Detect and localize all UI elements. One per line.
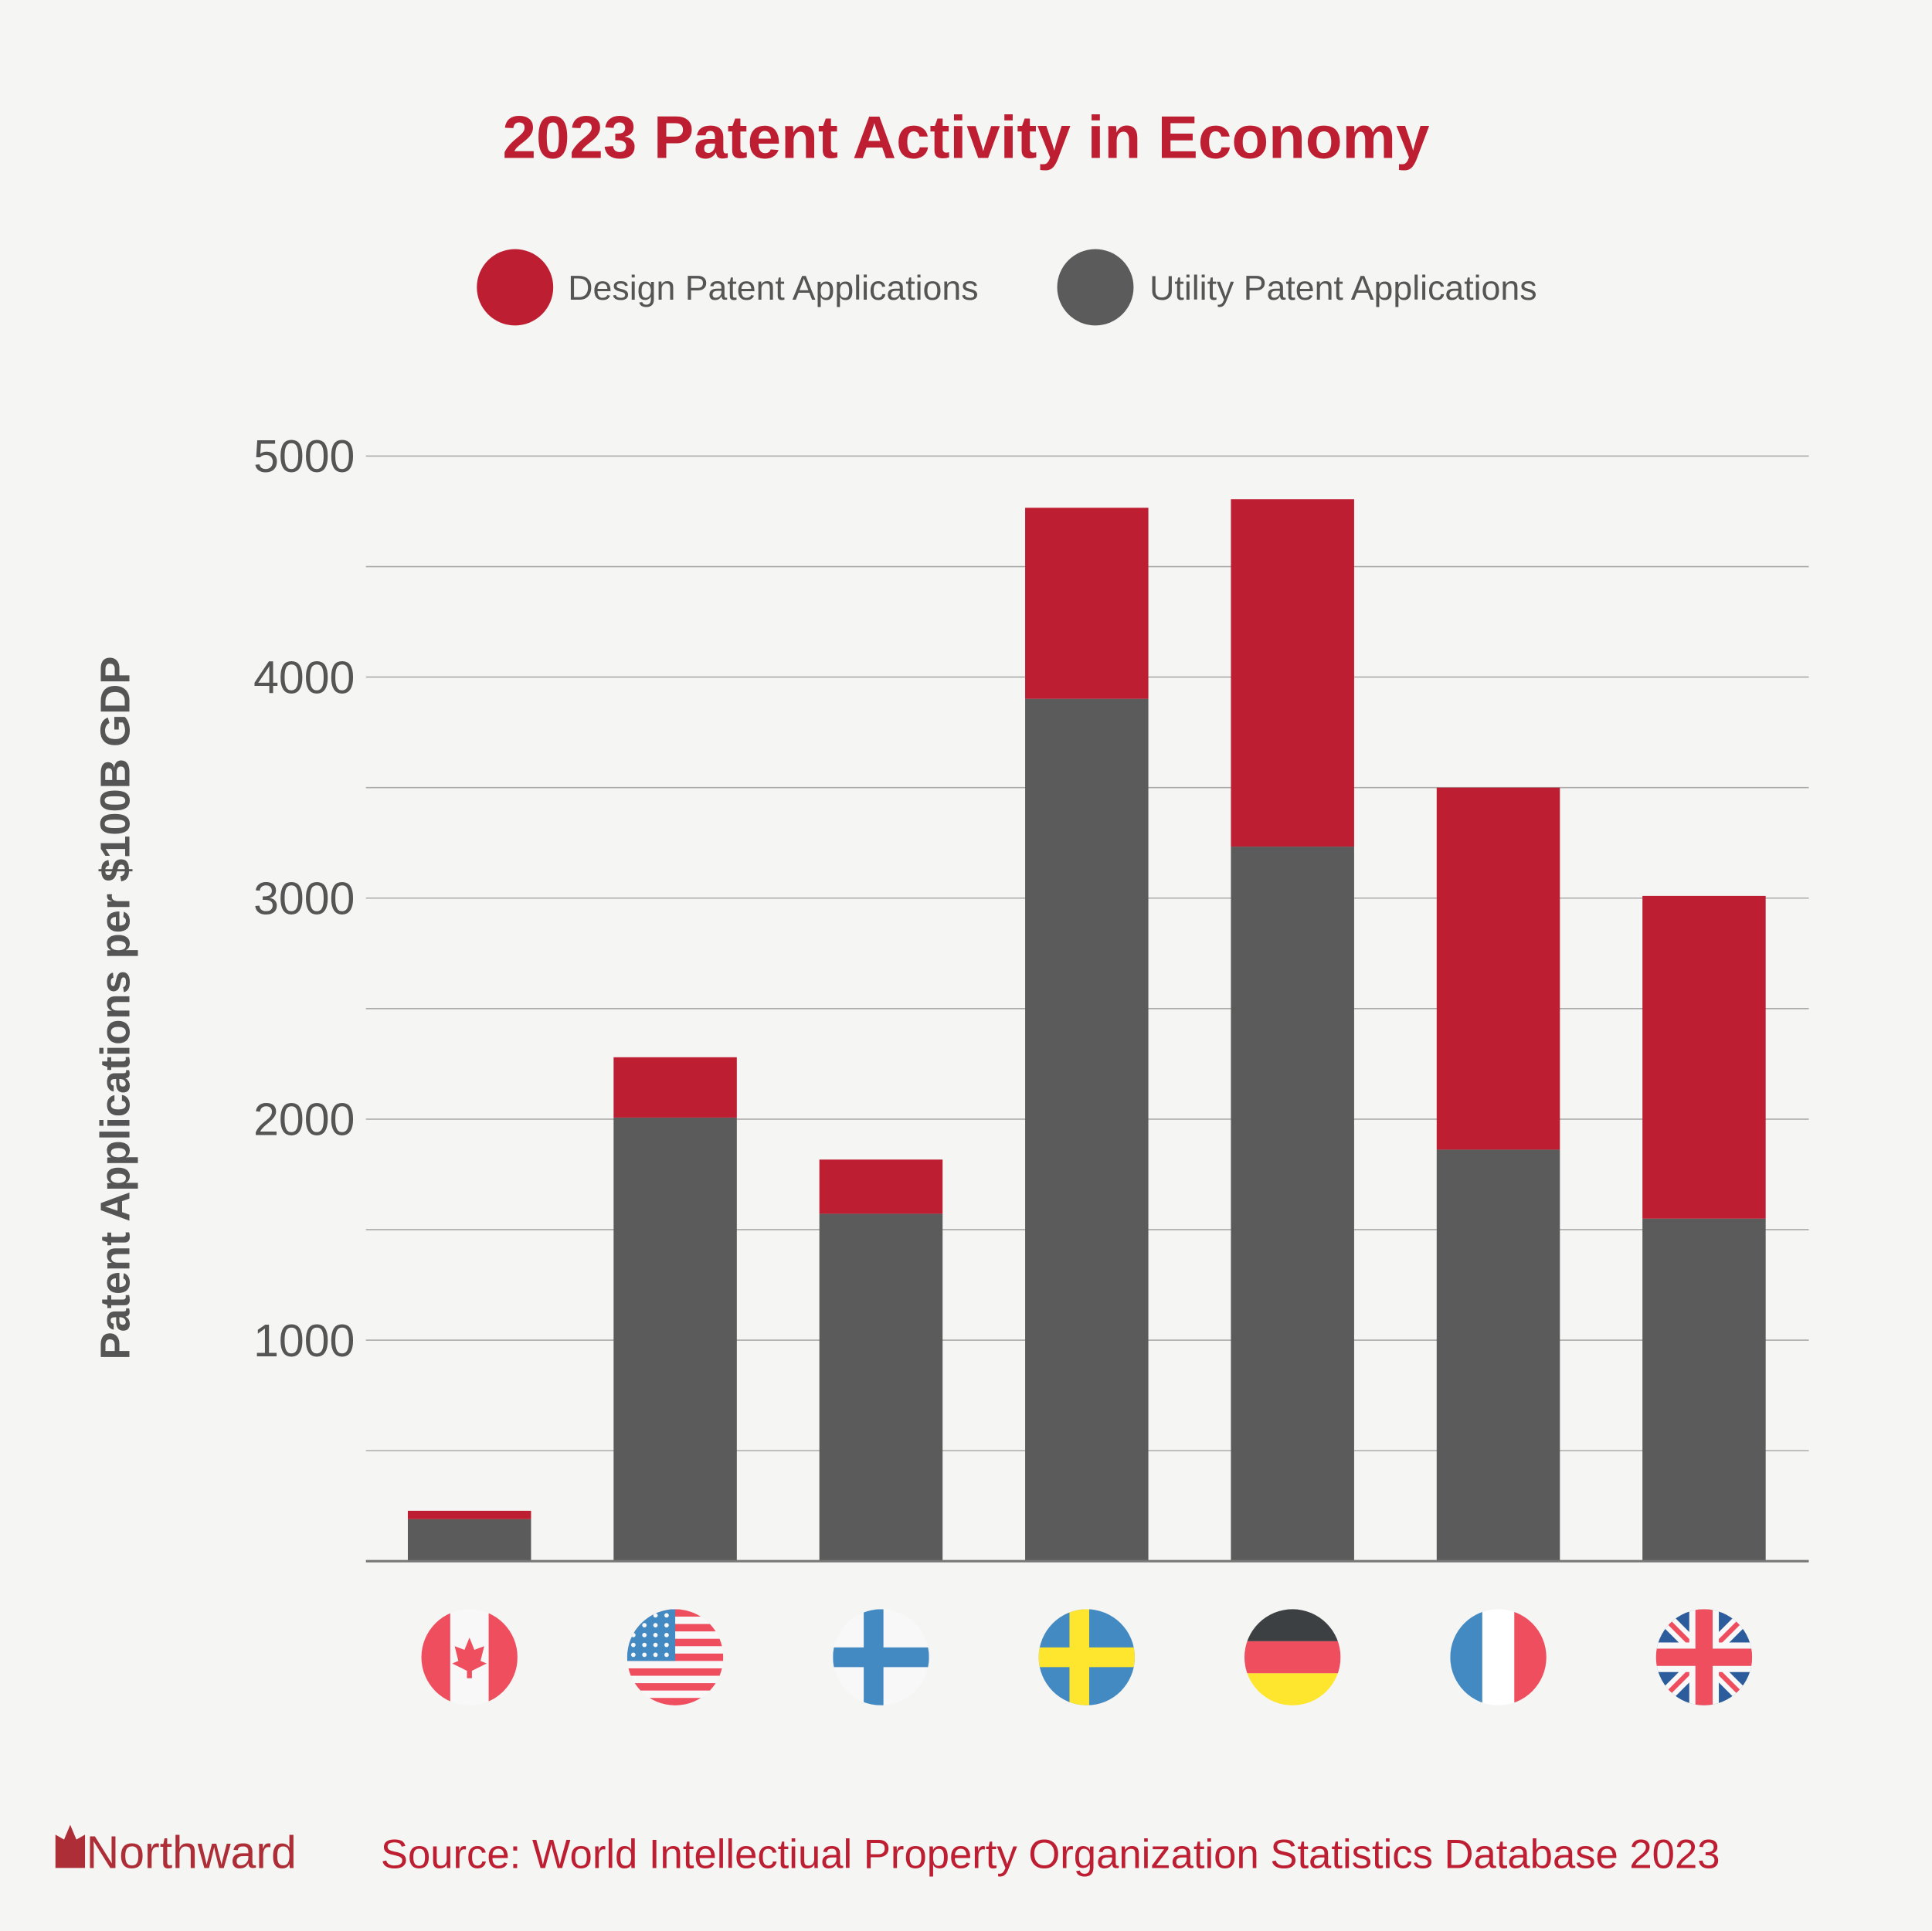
legend-label-utility: Utility Patent Applications <box>1149 270 1536 307</box>
sweden-flag-icon <box>1038 1609 1136 1705</box>
y-tick-label: 5000 <box>253 431 355 482</box>
bar-utility-france <box>1436 1149 1560 1562</box>
y-tick-label: 2000 <box>253 1094 355 1145</box>
legend-swatch-design <box>477 249 554 326</box>
bar-utility-canada <box>407 1519 531 1562</box>
bars <box>407 499 1766 1562</box>
y-tick-labels: 1000 2000 3000 4000 5000 <box>253 431 355 1366</box>
bar-design-united-kingdom <box>1642 895 1766 1219</box>
logo-text: Northward <box>87 1827 297 1878</box>
finland-flag-icon <box>833 1609 929 1705</box>
usa-flag-icon <box>626 1609 724 1705</box>
y-axis-label: Patent Applications per $100B GDP <box>92 657 138 1360</box>
source-note: Source: World Intellectiual Property Org… <box>381 1831 1720 1877</box>
legend-label-design: Design Patent Applications <box>568 270 978 307</box>
chart-title: 2023 Patent Activity in Economy <box>502 103 1430 171</box>
bar-design-united-states <box>613 1057 737 1118</box>
bar-utility-germany <box>1231 847 1354 1562</box>
bar-design-sweden <box>1025 507 1149 699</box>
bar-design-france <box>1436 787 1560 1150</box>
bar-utility-finland <box>819 1213 943 1562</box>
bar-design-finland <box>819 1159 943 1214</box>
crown-icon <box>55 1824 86 1868</box>
bar-utility-united-kingdom <box>1642 1218 1766 1562</box>
bar-design-germany <box>1231 499 1354 847</box>
uk-flag-icon <box>1655 1609 1753 1705</box>
bar-design-canada <box>407 1510 531 1519</box>
legend: Design Patent Applications Utility Paten… <box>477 249 1537 326</box>
y-tick-label: 4000 <box>253 652 355 703</box>
canada-flag-icon <box>421 1609 518 1705</box>
legend-swatch-utility <box>1057 249 1134 326</box>
country-flags <box>421 1609 1753 1705</box>
france-flag-icon <box>1450 1609 1547 1705</box>
logo: Northward <box>55 1824 297 1878</box>
y-tick-label: 3000 <box>253 873 355 924</box>
y-tick-label: 1000 <box>253 1315 355 1366</box>
bar-utility-sweden <box>1025 698 1149 1562</box>
bar-utility-united-states <box>613 1117 737 1562</box>
